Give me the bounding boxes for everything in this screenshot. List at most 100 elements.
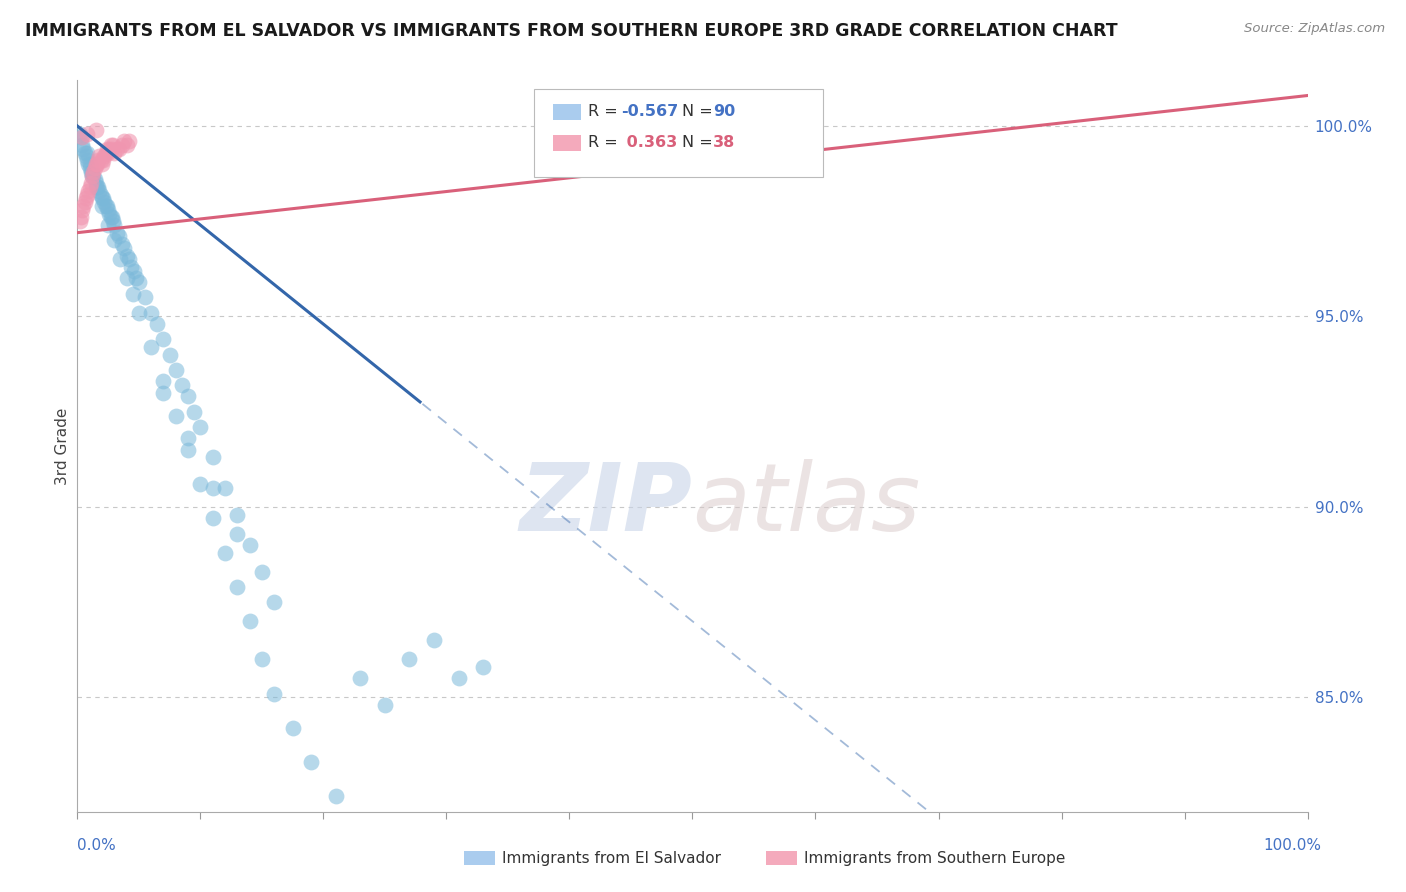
Point bbox=[93, 149, 115, 163]
Point bbox=[226, 526, 249, 541]
Text: atlas: atlas bbox=[693, 459, 921, 550]
Point bbox=[141, 340, 163, 354]
Point bbox=[165, 409, 187, 423]
Point bbox=[170, 378, 193, 392]
Text: 0.363: 0.363 bbox=[621, 136, 678, 150]
Point bbox=[190, 477, 212, 491]
Point bbox=[82, 164, 104, 178]
Point bbox=[118, 252, 141, 267]
Point bbox=[177, 389, 200, 403]
Y-axis label: 3rd Grade: 3rd Grade bbox=[55, 408, 70, 484]
Point bbox=[82, 169, 104, 183]
Point bbox=[146, 317, 169, 331]
Point bbox=[115, 248, 138, 262]
Point bbox=[76, 187, 98, 202]
Point bbox=[325, 789, 347, 804]
Point bbox=[226, 508, 249, 522]
Point bbox=[97, 145, 120, 160]
Point bbox=[91, 191, 114, 205]
Point bbox=[70, 130, 93, 145]
Point bbox=[96, 142, 118, 156]
Point bbox=[110, 252, 132, 267]
Point bbox=[112, 241, 135, 255]
Point bbox=[90, 191, 114, 205]
Point bbox=[94, 145, 117, 160]
Point bbox=[83, 161, 105, 175]
Point bbox=[115, 271, 138, 285]
Point bbox=[423, 633, 446, 648]
Point bbox=[89, 184, 111, 198]
Point bbox=[103, 233, 125, 247]
Point bbox=[201, 511, 224, 525]
Point bbox=[101, 211, 124, 225]
Point bbox=[76, 127, 98, 141]
Text: IMMIGRANTS FROM EL SALVADOR VS IMMIGRANTS FROM SOUTHERN EUROPE 3RD GRADE CORRELA: IMMIGRANTS FROM EL SALVADOR VS IMMIGRANT… bbox=[25, 22, 1118, 40]
Point bbox=[201, 481, 224, 495]
Point bbox=[77, 157, 100, 171]
Point bbox=[97, 218, 120, 232]
Point bbox=[447, 672, 470, 686]
Point bbox=[90, 153, 112, 168]
Point bbox=[87, 153, 110, 168]
Text: Immigrants from Southern Europe: Immigrants from Southern Europe bbox=[804, 851, 1066, 865]
Point bbox=[79, 157, 101, 171]
Point bbox=[90, 199, 114, 213]
Point bbox=[125, 271, 148, 285]
Point bbox=[82, 164, 104, 178]
Point bbox=[239, 538, 262, 552]
Point bbox=[82, 169, 104, 183]
Point bbox=[82, 169, 104, 183]
Point bbox=[100, 211, 122, 225]
Point bbox=[214, 546, 236, 560]
Point bbox=[76, 145, 98, 160]
Point bbox=[91, 153, 114, 168]
Point bbox=[263, 687, 285, 701]
Point bbox=[105, 142, 128, 156]
Point bbox=[281, 721, 304, 735]
Point bbox=[72, 142, 94, 156]
Point bbox=[75, 191, 97, 205]
Point bbox=[121, 286, 143, 301]
Point bbox=[84, 157, 107, 171]
Point bbox=[214, 481, 236, 495]
Point bbox=[101, 138, 124, 153]
Text: R =: R = bbox=[588, 136, 623, 150]
Point bbox=[374, 698, 396, 712]
Text: N =: N = bbox=[682, 104, 718, 119]
Point bbox=[70, 211, 93, 225]
Text: Source: ZipAtlas.com: Source: ZipAtlas.com bbox=[1244, 22, 1385, 36]
Point bbox=[80, 176, 103, 190]
Point bbox=[152, 374, 174, 388]
Point bbox=[84, 176, 107, 190]
Text: Immigrants from El Salvador: Immigrants from El Salvador bbox=[502, 851, 721, 865]
Point bbox=[239, 614, 262, 628]
Point bbox=[122, 264, 145, 278]
Point bbox=[115, 138, 138, 153]
Point bbox=[263, 595, 285, 609]
Point bbox=[83, 172, 105, 186]
Point bbox=[87, 180, 110, 194]
Point bbox=[73, 195, 96, 210]
Point bbox=[165, 363, 187, 377]
Point bbox=[89, 149, 111, 163]
Point bbox=[98, 206, 121, 220]
Point bbox=[190, 420, 212, 434]
Point bbox=[100, 138, 122, 153]
Point bbox=[398, 652, 420, 666]
Point bbox=[141, 306, 163, 320]
Point bbox=[72, 199, 94, 213]
Point bbox=[250, 565, 273, 579]
Text: N =: N = bbox=[682, 136, 718, 150]
Point bbox=[128, 306, 150, 320]
Point bbox=[134, 290, 156, 304]
Point bbox=[159, 348, 181, 362]
Point bbox=[177, 431, 200, 445]
Point bbox=[75, 149, 97, 163]
Point bbox=[250, 652, 273, 666]
Point bbox=[76, 153, 98, 168]
Point bbox=[73, 145, 96, 160]
Point bbox=[152, 385, 174, 400]
Point bbox=[103, 145, 125, 160]
Point bbox=[349, 672, 371, 686]
Point bbox=[101, 142, 124, 156]
